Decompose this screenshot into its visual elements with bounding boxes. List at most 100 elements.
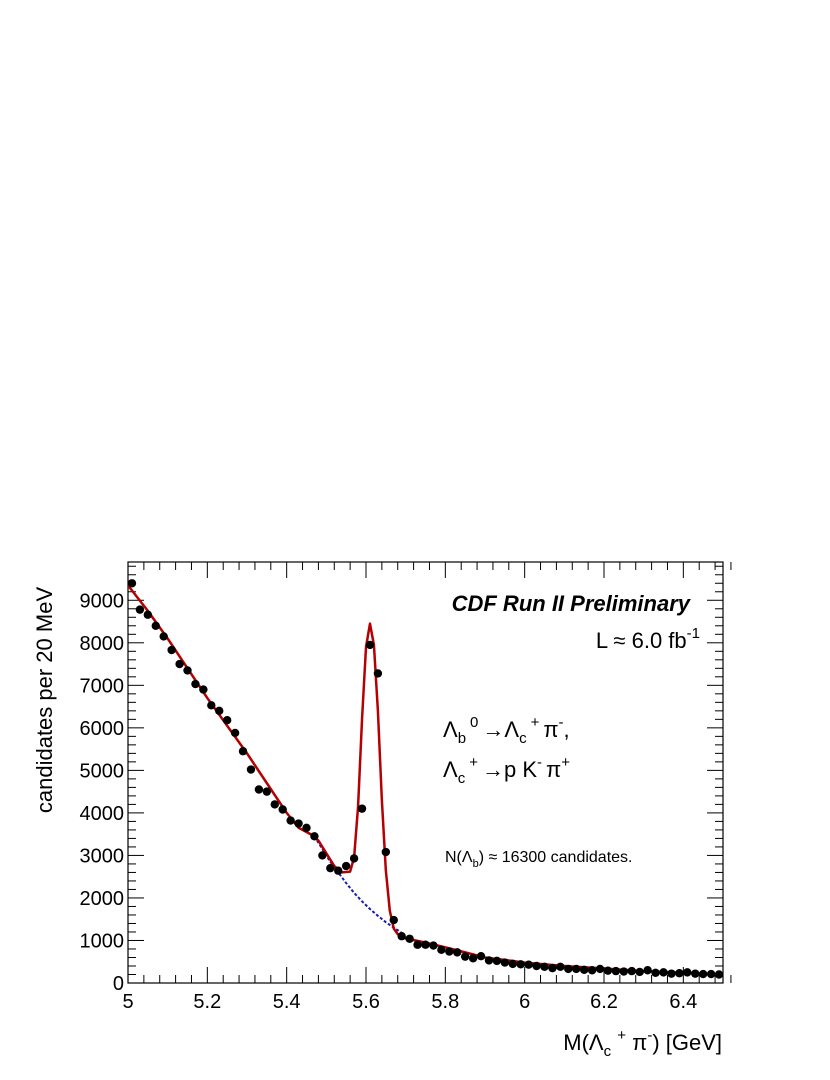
y-tick-label: 8000 <box>80 633 125 655</box>
y-tick-label: 6000 <box>80 718 125 740</box>
axes-layer: 5 5.2 5.4 5.6 5.8 6 6.2 6.4 0 1000 2000 3000 4000 500… <box>80 561 732 1013</box>
luminosity-label: L ≈ 6.0 fb-1 <box>596 625 700 653</box>
data-point <box>207 701 216 710</box>
data-point <box>135 605 145 614</box>
data-point <box>270 800 279 809</box>
data-point <box>635 967 644 977</box>
data-point <box>151 621 160 630</box>
data-point <box>643 966 652 975</box>
data-point <box>286 816 295 825</box>
data-point <box>437 945 446 955</box>
y-tick-label: 7000 <box>80 675 125 697</box>
data-point <box>365 640 375 650</box>
y-tick-label: 4000 <box>80 803 125 825</box>
data-point <box>540 962 549 972</box>
data-point <box>453 948 462 957</box>
data-point <box>199 685 208 694</box>
data-point <box>667 969 676 978</box>
x-tick-label: 5.2 <box>193 991 221 1013</box>
data-point <box>159 632 168 641</box>
data-point <box>127 579 137 588</box>
data-point <box>698 969 708 979</box>
y-tick-label: 0 <box>113 973 124 995</box>
data-point <box>175 659 184 669</box>
data-point <box>294 819 303 828</box>
data-point <box>326 863 335 873</box>
data-point <box>318 851 327 860</box>
data-point <box>603 966 613 975</box>
data-point <box>492 956 502 966</box>
data-point <box>230 728 240 738</box>
x-tick-label: 5.8 <box>431 991 459 1013</box>
data-point <box>675 969 684 978</box>
data-point <box>191 679 200 689</box>
x-tick-label: 6.4 <box>669 991 697 1013</box>
y-axis-title: candidates per 20 MeV <box>32 587 57 814</box>
data-point <box>484 956 494 965</box>
data-point <box>468 954 478 963</box>
data-point <box>421 940 430 949</box>
x-tick-label: 5 <box>122 991 133 1013</box>
data-points-layer <box>127 579 724 979</box>
data-point <box>238 747 248 756</box>
data-point <box>389 915 398 925</box>
x-tick-label: 6 <box>519 991 530 1013</box>
data-point <box>222 715 232 725</box>
data-point <box>556 962 565 972</box>
x-tick-label: 5.4 <box>273 991 301 1013</box>
data-point <box>619 967 629 976</box>
plot-frame <box>127 561 724 984</box>
data-point <box>714 970 724 979</box>
data-point <box>564 964 573 974</box>
data-point <box>429 941 438 950</box>
data-point <box>508 959 517 969</box>
data-point <box>659 968 668 977</box>
data-point <box>167 645 176 655</box>
data-point <box>183 666 192 675</box>
data-point <box>381 847 391 857</box>
data-point <box>254 785 264 794</box>
y-tick-label: 1000 <box>80 930 125 952</box>
data-point <box>373 669 383 678</box>
data-point <box>460 952 470 961</box>
y-tick-label: 3000 <box>80 845 125 867</box>
data-point <box>341 861 351 871</box>
data-point <box>413 940 422 949</box>
yield-label: N(Λb) ≈ 16300 candidates. <box>445 849 632 870</box>
data-point <box>524 960 533 969</box>
data-point <box>215 706 224 716</box>
decay-line-1: Λb0 →Λc+ π-, <box>443 714 570 747</box>
data-point <box>532 961 541 971</box>
data-point <box>246 765 256 774</box>
data-point <box>706 969 716 979</box>
data-point <box>405 934 414 943</box>
x-axis-title: M(Λc + π-) [GeV] <box>563 1027 722 1060</box>
data-point <box>651 968 660 977</box>
data-point <box>548 963 557 973</box>
data-point <box>595 964 605 974</box>
y-tick-label: 2000 <box>80 888 125 910</box>
data-point <box>611 966 621 976</box>
data-point <box>579 965 589 975</box>
y-tick-label: 5000 <box>80 760 125 782</box>
data-point <box>445 947 454 956</box>
data-point <box>397 932 406 941</box>
data-point <box>143 610 153 619</box>
data-point <box>572 964 581 974</box>
data-point <box>262 787 272 796</box>
data-point <box>500 958 510 967</box>
x-tick-label: 6.2 <box>590 991 618 1013</box>
data-point <box>349 854 359 863</box>
data-point <box>310 832 319 841</box>
data-point <box>691 969 700 978</box>
x-tick-label: 5.6 <box>352 991 380 1013</box>
data-point <box>334 866 343 875</box>
data-point <box>278 805 287 814</box>
data-point <box>516 960 525 969</box>
data-point <box>587 966 597 975</box>
y-tick-label: 9000 <box>80 590 125 612</box>
experiment-label: CDF Run II Preliminary <box>452 591 692 616</box>
data-point <box>302 823 311 832</box>
